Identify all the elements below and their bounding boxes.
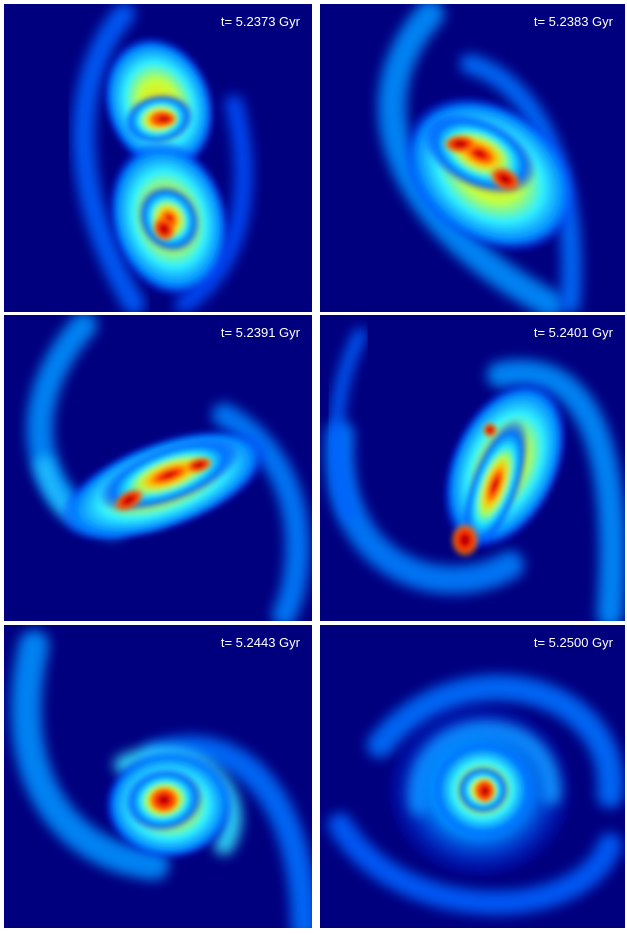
time-label: t= 5.2401 Gyr (534, 325, 614, 340)
simulation-panel: t= 5.2401 Gyr (320, 315, 625, 621)
gas-density (112, 487, 146, 513)
gas-density (474, 778, 496, 804)
gas-arm (487, 360, 625, 621)
simulation-panel: t= 5.2500 Gyr (320, 625, 625, 928)
simulation-panel: t= 5.2391 Gyr (4, 315, 312, 621)
gas-density (450, 522, 480, 558)
gas-arm (72, 4, 145, 312)
time-label: t= 5.2443 Gyr (221, 635, 301, 650)
simulation-panel: t= 5.2443 Gyr (4, 625, 312, 928)
simulation-panel: t= 5.2373 Gyr (4, 4, 312, 312)
gas-density (461, 418, 529, 552)
simulation-panel: t= 5.2383 Gyr (320, 4, 625, 312)
time-label: t= 5.2373 Gyr (221, 14, 301, 29)
gas-density (151, 215, 177, 243)
time-label: t= 5.2391 Gyr (221, 325, 301, 340)
gas-arm (141, 735, 312, 928)
time-label: t= 5.2500 Gyr (534, 635, 614, 650)
gas-arm (329, 328, 367, 522)
gas-density (488, 165, 522, 193)
gas-density (184, 456, 214, 474)
gas-arm (328, 813, 622, 915)
gas-density (482, 422, 498, 438)
gas-arm (367, 674, 624, 808)
gas-density (150, 111, 178, 127)
gas-arm (11, 630, 169, 880)
time-label: t= 5.2383 Gyr (534, 14, 614, 29)
gas-density (442, 134, 478, 154)
gas-density (148, 786, 180, 814)
